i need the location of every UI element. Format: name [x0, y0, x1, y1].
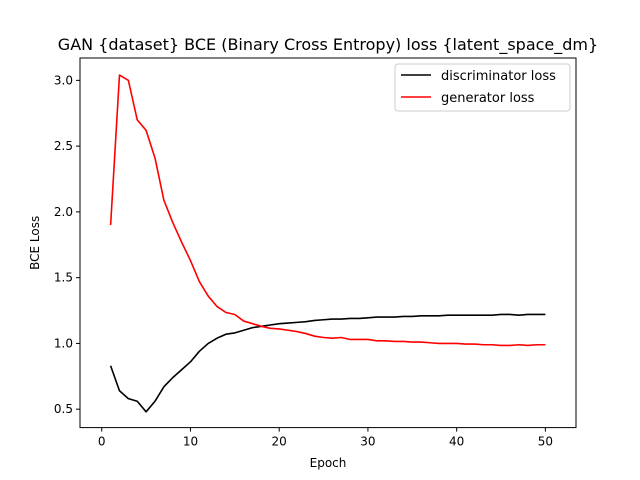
y-tick-label: 0.5	[54, 402, 73, 416]
x-tick-label: 30	[360, 435, 375, 449]
y-tick-label: 2.0	[54, 205, 73, 219]
y-axis: 0.5 1.0 1.5 2.0 2.5 3.0	[54, 73, 80, 416]
y-tick-label: 3.0	[54, 73, 73, 87]
series-layer	[109, 74, 546, 413]
x-tick-label: 50	[538, 435, 553, 449]
plot-frame	[79, 57, 577, 429]
legend-label-generator: generator loss	[441, 91, 535, 106]
x-tick-label: 40	[449, 435, 464, 449]
y-tick-label: 1.5	[54, 271, 73, 285]
series-line-discriminator	[109, 313, 546, 413]
legend-box	[394, 63, 571, 112]
legend: discriminator loss generator loss	[394, 63, 571, 112]
x-tick-label: 20	[272, 435, 287, 449]
chart-title: GAN {dataset} BCE (Binary Cross Entropy)…	[58, 35, 598, 55]
x-tick-label: 0	[98, 435, 106, 449]
y-tick-label: 1.0	[54, 336, 73, 350]
x-axis: 0 10 20 30 40 50	[98, 427, 553, 449]
x-axis-label: Epoch	[310, 456, 347, 470]
legend-label-discriminator: discriminator loss	[441, 69, 556, 84]
x-tick-label: 10	[183, 435, 198, 449]
series-line-generator	[109, 74, 546, 347]
y-axis-label: BCE Loss	[28, 216, 42, 270]
y-tick-label: 2.5	[54, 139, 73, 153]
